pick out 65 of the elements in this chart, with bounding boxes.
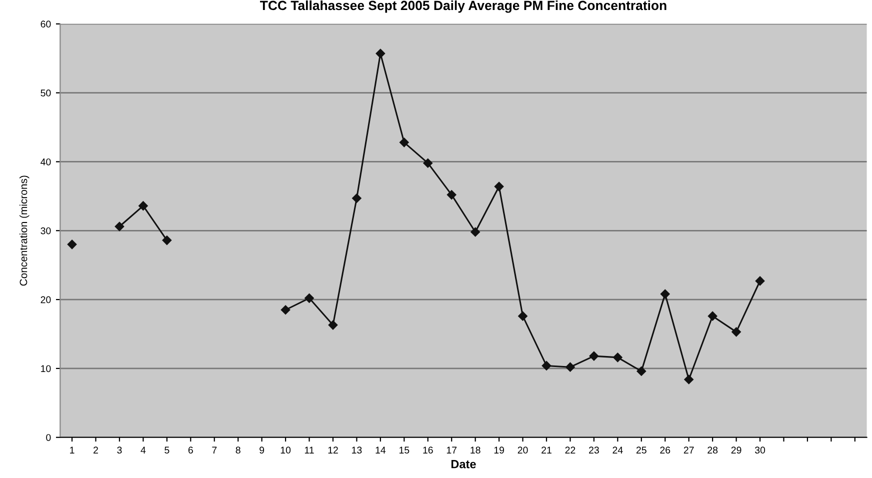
point bbox=[660, 289, 670, 299]
x-tick-label: 19 bbox=[494, 446, 504, 454]
point bbox=[494, 182, 504, 192]
chart-title: TCC Tallahassee Sept 2005 Daily Average PM Fine Concentration bbox=[260, 0, 666, 13]
y-tick-label: 50 bbox=[40, 90, 51, 96]
point bbox=[400, 138, 409, 148]
point bbox=[138, 201, 148, 210]
x-tick-label: 20 bbox=[518, 446, 528, 454]
x-tick-label: 4 bbox=[140, 446, 146, 454]
point bbox=[755, 276, 765, 286]
point bbox=[162, 236, 172, 245]
point bbox=[542, 361, 552, 370]
x-tick-label: 9 bbox=[260, 446, 264, 454]
point bbox=[613, 352, 622, 362]
point bbox=[280, 305, 290, 315]
x-tick-label: 29 bbox=[731, 446, 742, 454]
x-tick-label: 17 bbox=[446, 446, 457, 454]
point bbox=[423, 158, 433, 168]
x-tick-label: 10 bbox=[280, 446, 291, 454]
x-tick-label: 5 bbox=[164, 446, 170, 454]
y-tick-label: 0 bbox=[46, 434, 51, 441]
x-tick-label: 30 bbox=[754, 446, 766, 454]
x-tick-label: 22 bbox=[565, 446, 576, 454]
x-tick-label: 8 bbox=[236, 446, 240, 454]
x-tick-label: 14 bbox=[376, 446, 386, 454]
x-tick-label: 26 bbox=[660, 446, 670, 454]
x-tick-label: 28 bbox=[708, 446, 718, 454]
point bbox=[566, 362, 575, 372]
point bbox=[446, 190, 456, 200]
x-tick-label: 3 bbox=[117, 446, 122, 454]
x-tick-label: 6 bbox=[188, 446, 193, 454]
point bbox=[328, 320, 338, 330]
x-tick-label: 23 bbox=[589, 446, 599, 454]
point bbox=[304, 294, 314, 303]
x-tick-label: 12 bbox=[328, 446, 338, 454]
y-tick-label: 60 bbox=[40, 20, 51, 28]
x-tick-label: 15 bbox=[399, 446, 410, 454]
x-axis-title: Date bbox=[451, 460, 476, 468]
point bbox=[114, 222, 124, 232]
x-tick-label: 27 bbox=[684, 446, 694, 454]
x-tick-label: 24 bbox=[612, 446, 623, 454]
point bbox=[708, 311, 718, 321]
point bbox=[67, 240, 77, 250]
point bbox=[636, 366, 646, 376]
y-tick-label: 30 bbox=[40, 227, 51, 234]
x-tick-label: 16 bbox=[423, 446, 433, 454]
x-tick-label: 21 bbox=[542, 446, 552, 454]
point bbox=[684, 374, 694, 384]
y-tick-label: 40 bbox=[40, 158, 51, 166]
x-tick-label: 18 bbox=[470, 446, 480, 454]
x-tick-label: 25 bbox=[636, 446, 646, 454]
point bbox=[518, 311, 528, 321]
x-tick-label: 7 bbox=[212, 446, 217, 454]
y-tick-label: 20 bbox=[40, 296, 51, 304]
x-tick-label: 13 bbox=[352, 446, 362, 454]
x-tick-label: 11 bbox=[304, 446, 314, 454]
point bbox=[470, 227, 480, 237]
y-tick-label: 10 bbox=[41, 365, 51, 372]
point bbox=[352, 194, 362, 203]
x-tick-label: 2 bbox=[94, 446, 98, 454]
y-axis-title: Concentration (microns) bbox=[20, 176, 30, 286]
point bbox=[732, 327, 741, 337]
x-tick-label: 1 bbox=[70, 446, 74, 454]
point bbox=[376, 48, 386, 58]
point bbox=[589, 351, 599, 361]
